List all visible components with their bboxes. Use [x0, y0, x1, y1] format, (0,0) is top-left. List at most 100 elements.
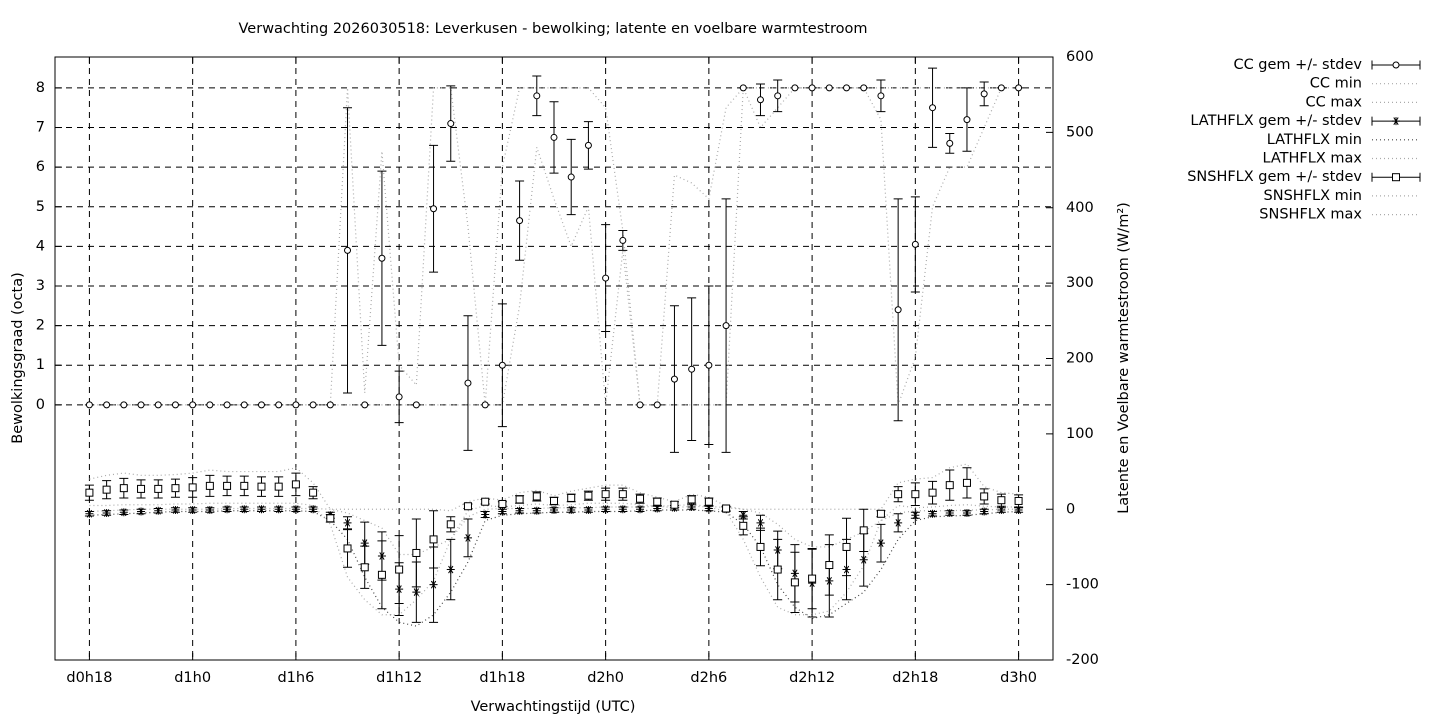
marker [481, 510, 490, 519]
marker [980, 507, 989, 516]
marker [119, 484, 128, 493]
marker [808, 84, 816, 92]
marker [137, 484, 146, 493]
marker [120, 401, 128, 409]
y-tick-label: 8 [36, 80, 45, 96]
marker [704, 497, 713, 506]
marker [240, 505, 249, 514]
marker [997, 506, 1006, 515]
marker [360, 563, 369, 572]
marker [446, 520, 455, 529]
legend-label: LATHFLX gem +/- stdev [1190, 113, 1362, 129]
marker [446, 565, 455, 574]
marker [929, 104, 937, 112]
marker [877, 92, 885, 100]
marker [498, 361, 506, 369]
marker [963, 116, 971, 124]
y-tick-label: 1 [36, 357, 45, 373]
y-tick-label: 4 [36, 238, 45, 254]
marker [550, 506, 558, 515]
marker [223, 401, 231, 409]
marker [997, 496, 1006, 505]
marker [205, 506, 214, 515]
marker [463, 533, 472, 542]
marker [653, 401, 661, 409]
legend-label: CC min [1310, 76, 1362, 92]
marker [618, 490, 627, 499]
marker [498, 499, 507, 508]
marker [188, 483, 197, 492]
marker [584, 506, 593, 515]
marker [636, 494, 645, 503]
y-tick-label: 3 [36, 278, 45, 294]
marker [447, 120, 455, 128]
marker [739, 511, 748, 520]
marker [395, 393, 403, 401]
marker [945, 481, 954, 490]
marker [85, 509, 94, 518]
marker [464, 379, 472, 387]
marker [223, 505, 232, 514]
marker [601, 505, 610, 514]
y2-tick-label: 400 [1066, 200, 1094, 216]
marker [361, 401, 369, 409]
marker [85, 401, 93, 409]
marker [550, 496, 558, 505]
marker [946, 139, 954, 147]
marker [257, 505, 266, 514]
marker [498, 507, 507, 516]
legend-label: SNSHFLX min [1264, 188, 1362, 204]
marker [1392, 117, 1400, 126]
y-tick-label: 5 [36, 199, 45, 215]
marker [532, 506, 541, 515]
marker [894, 518, 903, 527]
x-axis-label: Verwachtingstijd (UTC) [471, 699, 636, 715]
legend-label: SNSHFLX max [1259, 207, 1362, 223]
marker [808, 574, 817, 583]
marker [309, 505, 318, 514]
marker [1392, 61, 1400, 69]
marker [154, 401, 162, 409]
marker [412, 401, 420, 409]
y2-tick-label: 100 [1066, 426, 1094, 442]
marker [704, 504, 713, 513]
legend-label: SNSHFLX gem +/- stdev [1187, 169, 1362, 185]
marker [739, 521, 748, 530]
marker [928, 509, 937, 518]
marker [274, 505, 283, 514]
marker [516, 217, 524, 225]
marker [463, 502, 472, 511]
marker [206, 401, 214, 409]
marker [171, 484, 180, 493]
y-tick-label: 7 [36, 120, 45, 136]
marker [980, 90, 988, 98]
marker [188, 506, 197, 515]
marker [859, 555, 868, 564]
marker [189, 401, 197, 409]
marker [532, 492, 541, 501]
marker [309, 488, 318, 497]
marker [962, 509, 971, 518]
y2-tick-label: -100 [1066, 577, 1099, 593]
marker [137, 507, 146, 516]
marker [962, 478, 971, 487]
marker [137, 401, 145, 409]
marker [773, 565, 782, 574]
marker [911, 511, 920, 520]
chart-title: Verwachting 2026030518: Leverkusen - bew… [239, 21, 868, 37]
marker [343, 518, 352, 527]
marker [102, 485, 111, 494]
marker [945, 509, 954, 518]
marker [171, 506, 180, 515]
marker [102, 509, 111, 518]
x-tick-label: d2h12 [789, 670, 835, 686]
marker [85, 488, 94, 497]
marker [791, 84, 799, 92]
marker [756, 518, 765, 527]
marker [670, 500, 679, 509]
marker [395, 565, 404, 574]
marker [257, 401, 265, 409]
marker [601, 490, 610, 499]
marker [825, 84, 833, 92]
